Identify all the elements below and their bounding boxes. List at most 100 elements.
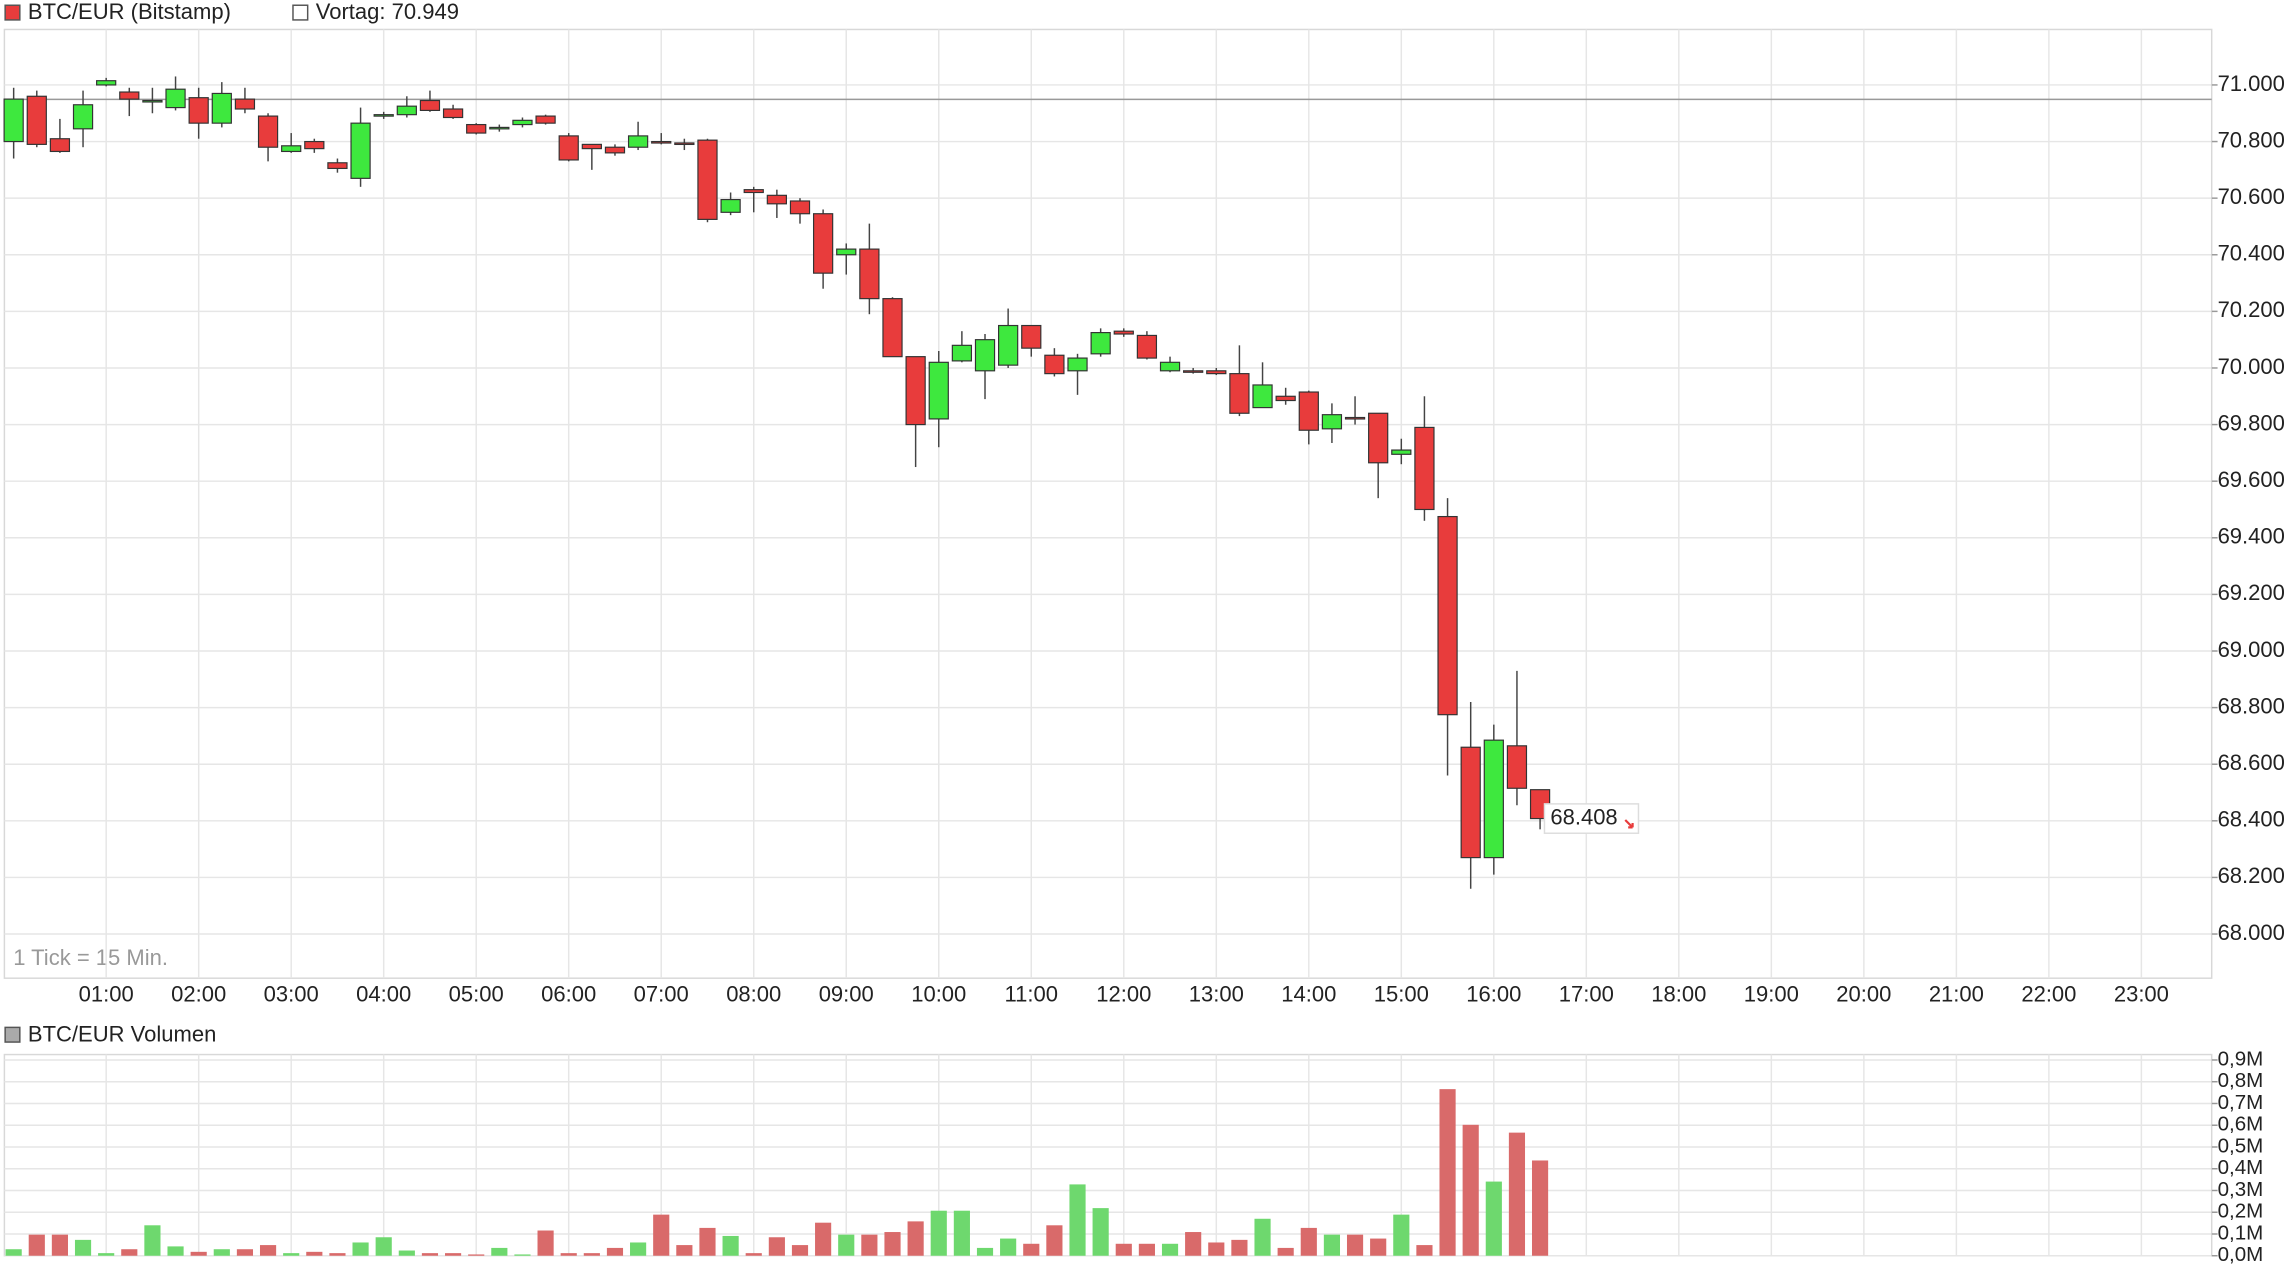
- volume-bar: [976, 1247, 994, 1256]
- volume-bar: [1300, 1227, 1317, 1256]
- volume-bar: [5, 1249, 22, 1256]
- candle-body: [1136, 334, 1158, 359]
- x-tick-label: 11:00: [1005, 982, 1058, 1007]
- volume-bar: [190, 1251, 207, 1256]
- candle-body: [1414, 426, 1435, 511]
- candle-body: [581, 143, 602, 150]
- candle-body: [1460, 746, 1481, 859]
- volume-bar: [884, 1232, 901, 1256]
- y-tick-label: 0,8M: [2218, 1069, 2264, 1092]
- volume-bar: [583, 1253, 600, 1256]
- candle-body: [26, 95, 47, 145]
- candle-body: [419, 99, 441, 112]
- y-tick-label: 69.600: [2218, 467, 2285, 492]
- candle-body: [1344, 416, 1366, 420]
- candle-body: [1506, 745, 1528, 789]
- y-tick-label: 0,1M: [2218, 1221, 2264, 1244]
- y-tick-label: 70.400: [2218, 241, 2285, 266]
- candle-body: [1252, 384, 1273, 409]
- candle-body: [882, 298, 903, 358]
- candle-body: [489, 126, 510, 130]
- volume-bar: [121, 1249, 138, 1256]
- candle-body: [535, 115, 556, 124]
- candle-body: [257, 115, 279, 148]
- last-price-label: 68.408: [1550, 804, 1617, 829]
- volume-bar: [306, 1251, 323, 1256]
- volume-bar: [74, 1239, 92, 1256]
- volume-bar: [1439, 1089, 1456, 1256]
- y-tick-label: 68.400: [2218, 807, 2285, 832]
- legend-swatch: [292, 4, 309, 21]
- candle-body: [697, 139, 718, 220]
- volume-bar: [630, 1242, 647, 1256]
- volume-bar: [838, 1234, 855, 1256]
- y-tick-label: 0,4M: [2218, 1156, 2264, 1179]
- candle-body: [905, 356, 926, 426]
- volume-bar: [722, 1235, 739, 1256]
- chart-title: BTC/EUR (Bitstamp): [28, 0, 231, 24]
- volume-bar: [144, 1225, 161, 1256]
- down-arrow-icon: [1624, 819, 1634, 829]
- legend-swatch: [4, 1026, 21, 1043]
- volume-bar: [560, 1253, 577, 1256]
- candle-body: [789, 200, 811, 215]
- candle-body: [928, 361, 949, 420]
- candle-body: [974, 339, 996, 372]
- volume-bar: [1508, 1132, 1526, 1256]
- volume-bar: [51, 1234, 68, 1256]
- candle-body: [558, 135, 579, 161]
- volume-bar: [1462, 1124, 1479, 1256]
- y-tick-label: 0,6M: [2218, 1113, 2264, 1136]
- volume-bar: [236, 1249, 254, 1256]
- legend-swatch: [4, 4, 21, 21]
- x-tick-label: 20:00: [1836, 982, 1891, 1007]
- candle-body: [3, 98, 24, 143]
- x-tick-label: 18:00: [1651, 982, 1706, 1007]
- candle-body: [142, 99, 163, 103]
- previous-close-label: Vortag: 70.949: [316, 0, 459, 24]
- x-tick-label: 22:00: [2021, 982, 2076, 1007]
- y-tick-label: 0,5M: [2218, 1134, 2264, 1157]
- candle-body: [466, 123, 487, 134]
- volume-bar: [468, 1254, 485, 1256]
- y-tick-label: 0,7M: [2218, 1091, 2264, 1114]
- x-tick-label: 09:00: [819, 982, 874, 1007]
- candle-body: [1021, 324, 1042, 349]
- volume-bar: [791, 1245, 809, 1256]
- candle-body: [1483, 739, 1504, 859]
- volume-bar: [1370, 1238, 1387, 1256]
- candle-body: [812, 213, 834, 274]
- volume-bar: [491, 1247, 508, 1256]
- candle-body: [720, 198, 741, 213]
- tick-note: 1 Tick = 15 Min.: [13, 945, 168, 970]
- x-tick-label: 17:00: [1559, 982, 1614, 1007]
- volume-bar: [167, 1246, 184, 1256]
- volume-bar: [514, 1254, 531, 1256]
- volume-bar: [375, 1237, 392, 1256]
- volume-bar: [1277, 1247, 1294, 1256]
- candle-body: [604, 146, 626, 154]
- volume-bar: [953, 1210, 970, 1256]
- candle-body: [327, 162, 348, 170]
- x-tick-label: 10:00: [911, 982, 966, 1007]
- candle-body: [1391, 449, 1412, 455]
- candle-body: [998, 324, 1019, 366]
- y-tick-label: 68.800: [2218, 693, 2285, 718]
- y-tick-label: 0,2M: [2218, 1200, 2264, 1223]
- y-tick-label: 0,9M: [2218, 1047, 2264, 1070]
- x-tick-label: 15:00: [1374, 982, 1429, 1007]
- y-tick-label: 69.200: [2218, 580, 2285, 605]
- y-tick-label: 70.000: [2218, 354, 2285, 379]
- x-tick-label: 21:00: [1929, 982, 1984, 1007]
- y-tick-label: 69.000: [2218, 637, 2285, 662]
- volume-bar: [1208, 1242, 1225, 1256]
- volume-bar: [1485, 1181, 1502, 1256]
- candle-body: [72, 104, 94, 130]
- x-tick-label: 08:00: [726, 982, 781, 1007]
- candle-body: [1113, 330, 1134, 335]
- y-tick-label: 70.800: [2218, 127, 2285, 152]
- volume-bar: [1046, 1225, 1063, 1256]
- y-tick-label: 69.400: [2218, 524, 2285, 549]
- x-tick-label: 16:00: [1466, 982, 1521, 1007]
- x-tick-label: 02:00: [171, 982, 226, 1007]
